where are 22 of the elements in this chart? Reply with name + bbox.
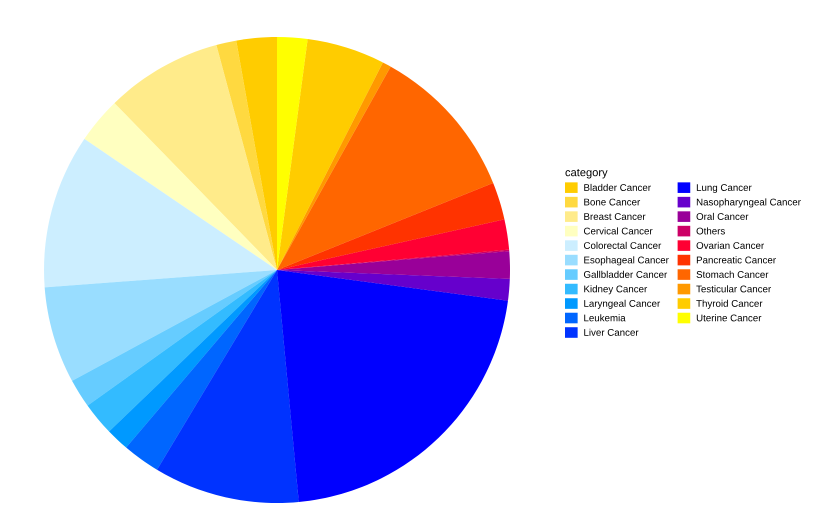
legend-label: Ovarian Cancer (696, 242, 764, 249)
legend-label: Testicular Cancer (696, 285, 772, 292)
legend-label: Liver Cancer (584, 328, 638, 336)
legend-label: Colorectal Cancer (584, 242, 662, 249)
legend-label: Kidney Cancer (584, 285, 648, 294)
legend-label: Esophageal Cancer (584, 256, 669, 266)
legend-label: Bladder Cancer (584, 184, 651, 192)
legend-label: Oral Cancer (696, 212, 748, 220)
legend-label: Pancreatic Cancer (696, 256, 776, 264)
legend-label: Laryngeal Cancer (584, 300, 660, 309)
legend-label: Bone Cancer (584, 198, 640, 206)
legend-label: Nasopharyngeal Cancer (696, 198, 801, 208)
legend-label: Others (696, 227, 725, 234)
legend-label: Gallbladder Cancer (584, 270, 668, 278)
legend-label: Thyroid Cancer (696, 300, 762, 309)
legend-label: Stomach Cancer (696, 270, 768, 278)
legend-label: Cervical Cancer (584, 227, 652, 234)
legend-label: Breast Cancer (584, 213, 646, 220)
legend-label: Leukemia (584, 314, 626, 322)
legend-title: category (565, 168, 608, 178)
legend-label: Uterine Cancer (696, 314, 762, 322)
legend-label: Lung Cancer (696, 184, 752, 193)
